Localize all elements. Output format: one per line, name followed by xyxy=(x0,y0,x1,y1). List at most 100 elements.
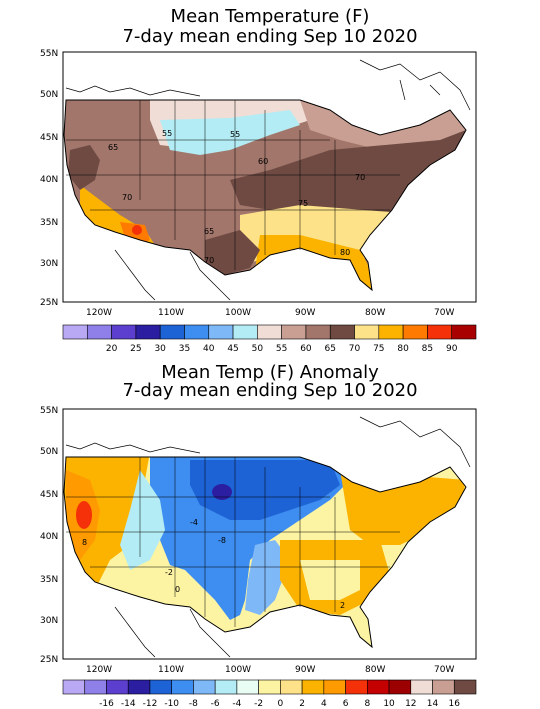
bottom-colorbar-swatch xyxy=(214,679,238,695)
bottom-colorbar-swatch xyxy=(236,679,259,695)
bottom-contour-label: -2 xyxy=(165,568,173,577)
bottom-lon-label: 90W xyxy=(295,665,315,675)
bottom-lat-label: 50N xyxy=(40,447,58,457)
bottom-contour-label: -8 xyxy=(218,536,226,545)
top-colorbar-label: 80 xyxy=(397,344,409,354)
top-contour-label: 60 xyxy=(258,157,268,166)
bottom-state-borders xyxy=(66,457,400,627)
top-contour-label: 80 xyxy=(340,248,350,257)
top-colorbar-label: 85 xyxy=(422,344,433,354)
top-colorbar-label: 60 xyxy=(300,344,312,354)
top-lat-labels: 55N 50N 45N 40N 35N 30N 25N xyxy=(40,49,58,308)
bottom-lat-label: 25N xyxy=(40,655,58,665)
bottom-lat-label: 40N xyxy=(40,532,58,542)
bottom-lat-label: 45N xyxy=(40,490,58,500)
bottom-colorbar-swatch xyxy=(410,679,433,695)
bottom-lat-label: 30N xyxy=(40,616,58,626)
bottom-colorbar-label: 12 xyxy=(405,699,416,709)
top-colorbar-swatch xyxy=(427,324,453,340)
top-lon-label: 100W xyxy=(225,308,251,318)
bottom-colorbar-label: -4 xyxy=(232,699,241,709)
top-lat-label: 50N xyxy=(40,90,58,100)
top-colorbar-swatch xyxy=(354,324,380,340)
top-contour-labels: 65 55 55 60 70 70 75 65 70 80 xyxy=(108,129,365,265)
bottom-colorbar-label: 4 xyxy=(321,699,327,709)
top-colorbar-label: 30 xyxy=(154,344,166,354)
bottom-colorbar-label: -16 xyxy=(99,699,114,709)
bottom-colorbar-label: 10 xyxy=(383,699,395,709)
top-colorbar-swatch xyxy=(111,324,137,340)
bottom-colorbar-swatch xyxy=(301,679,325,695)
top-lat-label: 35N xyxy=(40,218,58,228)
bottom-lon-label: 70W xyxy=(434,665,454,675)
bottom-colorbar-label: -6 xyxy=(211,699,220,709)
top-colorbar-label: 45 xyxy=(227,344,238,354)
bottom-lon-label: 100W xyxy=(225,665,251,675)
bottom-contour-label: 2 xyxy=(340,601,345,610)
bottom-lat-label: 55N xyxy=(40,406,58,416)
bottom-colorbar-swatch xyxy=(345,679,368,695)
top-colorbar-swatch xyxy=(159,324,185,340)
top-map: 65 55 55 60 70 70 75 65 70 80 55N 50N 45… xyxy=(40,49,477,354)
bottom-colorbar-swatch xyxy=(171,679,194,695)
bottom-colorbar-swatch xyxy=(388,679,412,695)
top-colorbar-label: 90 xyxy=(446,344,458,354)
top-colorbar-label: 65 xyxy=(325,344,336,354)
top-state-borders xyxy=(66,100,400,270)
top-lat-label: 55N xyxy=(40,49,58,59)
top-colorbar-label: 35 xyxy=(179,344,190,354)
top-colorbar-swatch xyxy=(281,324,307,340)
bottom-colorbar-swatch xyxy=(367,679,390,695)
top-title-line1: Mean Temperature (F) xyxy=(170,6,370,27)
top-coastline-context xyxy=(65,59,471,301)
bottom-colorbar-label: -8 xyxy=(189,699,198,709)
bottom-colorbar-swatch xyxy=(453,679,477,695)
top-lon-label: 120W xyxy=(86,308,112,318)
top-colorbar-swatch xyxy=(135,324,161,340)
bottom-coastline-context xyxy=(65,416,471,658)
top-lat-label: 30N xyxy=(40,259,58,269)
bottom-colorbar: -16 -14 -12 -10 -8 -6 -4 -2 0 2 4 6 8 10 12 14 16 xyxy=(62,679,477,709)
bottom-colorbar-swatch xyxy=(62,679,86,695)
top-colorbar-swatch xyxy=(62,324,88,340)
bottom-lon-labels: 120W 110W 100W 90W 80W 70W xyxy=(86,665,454,675)
bottom-colorbar-label: -10 xyxy=(164,699,179,709)
top-lon-label: 70W xyxy=(434,308,454,318)
bottom-colorbar-label: -12 xyxy=(143,699,158,709)
bottom-contour-label: 0 xyxy=(175,585,180,594)
top-contour-label: 70 xyxy=(204,256,214,265)
top-contour-label: 55 xyxy=(162,129,172,138)
bottom-colorbar-label: 16 xyxy=(449,699,461,709)
bottom-contour-label: -4 xyxy=(190,518,198,527)
top-colorbar-label: 75 xyxy=(373,344,384,354)
bottom-contour-label: 8 xyxy=(82,538,87,547)
top-contour-label: 55 xyxy=(230,130,240,139)
top-lat-label: 25N xyxy=(40,298,58,308)
bottom-colorbar-label: 2 xyxy=(299,699,305,709)
top-colorbar-swatch xyxy=(184,324,210,340)
bottom-colorbar-label: -14 xyxy=(121,699,136,709)
bottom-colorbar-swatch xyxy=(258,679,281,695)
top-colorbar-swatch xyxy=(329,324,355,340)
bottom-title-line2: 7-day mean ending Sep 10 2020 xyxy=(122,380,418,401)
top-colorbar-swatch xyxy=(257,324,282,340)
top-colorbar-swatch xyxy=(305,324,331,340)
top-lon-label: 110W xyxy=(158,308,184,318)
top-contour-label: 65 xyxy=(204,227,214,236)
bottom-colorbar-swatch xyxy=(323,679,346,695)
top-colorbar-swatch xyxy=(86,324,112,340)
top-colorbar-label: 25 xyxy=(130,344,141,354)
top-colorbar-label: 50 xyxy=(252,344,264,354)
top-colorbar-label: 55 xyxy=(276,344,287,354)
top-lat-label: 45N xyxy=(40,133,58,143)
bottom-colorbar-swatch xyxy=(193,679,216,695)
bottom-lon-label: 120W xyxy=(86,665,112,675)
bottom-colorbar-swatch xyxy=(149,679,172,695)
bottom-colorbar-swatch xyxy=(84,679,107,695)
top-lat-label: 40N xyxy=(40,175,58,185)
top-colorbar-swatch xyxy=(402,324,428,340)
top-colorbar-swatch xyxy=(451,324,477,340)
top-contour-label: 70 xyxy=(122,193,132,202)
top-contour-label: 75 xyxy=(298,199,308,208)
